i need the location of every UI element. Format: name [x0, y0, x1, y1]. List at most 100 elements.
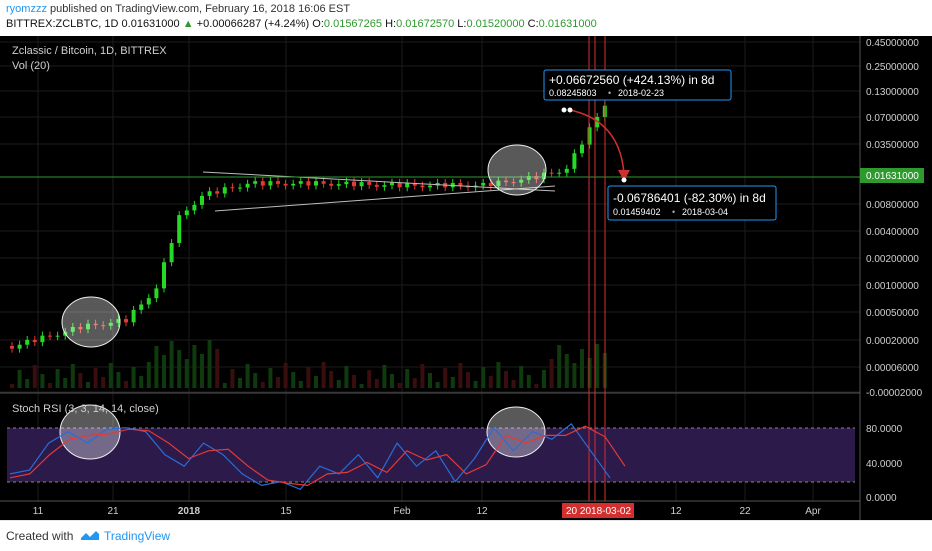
arrow-head-icon: [618, 170, 630, 181]
volume-bar: [382, 365, 387, 388]
volume-bar: [55, 369, 60, 388]
candle-body: [268, 181, 273, 186]
price-axis[interactable]: 0.45000000 0.25000000 0.13000000 0.07000000…: [866, 38, 923, 399]
candle-body: [511, 182, 516, 184]
up-triangle-icon: ▲: [182, 18, 194, 30]
rsi-axis[interactable]: 80.0000 40.0000 0.0000: [866, 424, 903, 504]
volume-bar: [63, 378, 68, 388]
volume-bar: [245, 364, 250, 388]
price-tick-label: 0.00100000: [866, 281, 919, 292]
candle-body: [276, 181, 280, 184]
stoch-rsi-d-line: [9, 425, 626, 487]
volume-bar: [222, 383, 227, 388]
highlight-circle-4: [486, 406, 546, 458]
published-text: published on TradingView.com, February 1…: [46, 3, 351, 15]
candle-body: [291, 183, 296, 186]
volume-bar: [412, 378, 417, 388]
volume-bar: [177, 350, 182, 388]
price-tick-label: 0.00006000: [866, 363, 919, 374]
time-tick-label: Apr: [805, 506, 821, 517]
gain-annotation-box[interactable]: [543, 69, 732, 101]
volume-bar: [139, 376, 144, 388]
chart-area[interactable]: Zclassic / Bitcoin, 1D, BITTREX Vol (20)…: [0, 36, 932, 520]
price: 0.01631000: [121, 18, 180, 30]
price-tick-label: 0.07000000: [866, 113, 919, 124]
candle-body: [10, 346, 14, 349]
candle-body: [580, 144, 584, 154]
candle-body: [329, 183, 334, 186]
candle-body: [504, 180, 508, 183]
highlight-circle-3: [59, 404, 121, 460]
price-tick-label: 0.00400000: [866, 227, 919, 238]
time-axis[interactable]: 11 21 2018 15 Feb 12 12 22 Apr: [33, 506, 822, 517]
candle-body: [48, 335, 52, 337]
volume-bar: [154, 346, 159, 388]
candle-body: [230, 187, 235, 189]
candle-body: [336, 184, 341, 186]
pane-title: Zclassic / Bitcoin, 1D, BITTREX: [12, 45, 167, 57]
candle-body: [124, 319, 128, 323]
volume-bar: [192, 345, 197, 388]
rsi-tick-label: 0.0000: [866, 493, 897, 504]
candle-body: [557, 172, 562, 174]
tradingview-logo-icon: [81, 531, 99, 540]
time-tick-label: 21: [107, 506, 119, 517]
volume-bar: [200, 354, 204, 388]
loss-annotation-box[interactable]: [607, 185, 777, 221]
volume-bar: [572, 363, 577, 388]
volume-bar: [504, 371, 508, 388]
rsi-tick-label: 40.0000: [866, 459, 903, 470]
header: ryomzzz published on TradingView.com, Fe…: [0, 0, 932, 36]
candle-body: [32, 339, 37, 343]
candle-body: [367, 182, 372, 185]
volume-label: Vol (20): [12, 60, 50, 72]
candle-body: [55, 335, 60, 337]
footer: Created with TradingView: [0, 520, 932, 551]
volume-bar: [397, 383, 402, 388]
stoch-rsi-label: Stoch RSI (3, 3, 14, 14, close): [12, 403, 159, 415]
time-tick-label: 12: [670, 506, 682, 517]
change: +0.00066287 (+4.24%): [196, 18, 310, 30]
author-link[interactable]: ryomzzz: [6, 3, 47, 15]
volume-bar: [10, 384, 14, 388]
volume-bar: [367, 370, 372, 388]
price-tick-label: 0.00050000: [866, 308, 919, 319]
candle-body: [412, 182, 417, 186]
candle-body: [93, 323, 98, 326]
chart-svg[interactable]: Zclassic / Bitcoin, 1D, BITTREX Vol (20)…: [0, 36, 932, 520]
volume-bar: [40, 374, 45, 388]
created-with-label: Created with: [6, 529, 74, 543]
candle-body: [587, 127, 592, 145]
tradingview-brand-link[interactable]: TradingView: [104, 529, 171, 543]
volume-bar: [473, 381, 478, 388]
rsi-tick-label: 80.0000: [866, 424, 903, 435]
time-tick-label: 22: [739, 506, 751, 517]
volume-bar: [519, 366, 524, 388]
gain-annotation-price: 0.08245803: [549, 88, 597, 98]
time-tick-label: 2018: [178, 506, 201, 517]
loss-annotation-dot-icon: •: [672, 207, 675, 217]
candle-body: [177, 215, 182, 244]
volume-bar: [70, 364, 75, 388]
volume-bar: [314, 376, 318, 388]
volume-bar: [17, 370, 22, 388]
time-tick-label: 15: [280, 506, 292, 517]
low-value: 0.01520000: [466, 18, 525, 30]
candle-body: [481, 182, 486, 186]
open-value: 0.01567265: [323, 18, 383, 30]
triangle-lower-line: [214, 185, 556, 212]
candle-body: [382, 185, 387, 187]
projection-arrow: [569, 109, 625, 175]
symbol-line: BITTREX:ZCLBTC, 1D 0.01631000 ▲ +0.00066…: [6, 18, 597, 30]
volume-bar: [215, 349, 220, 388]
volume-bar: [564, 354, 569, 388]
volume-bar: [488, 376, 493, 388]
price-tick-label: 0.45000000: [866, 38, 919, 49]
candle-body: [86, 323, 90, 330]
candle-body: [245, 183, 250, 188]
volume-bar: [587, 358, 592, 388]
candle-body: [222, 187, 227, 194]
candle-body: [488, 182, 493, 187]
price-tick-label: 0.25000000: [866, 62, 919, 73]
volume-bar: [496, 362, 501, 388]
